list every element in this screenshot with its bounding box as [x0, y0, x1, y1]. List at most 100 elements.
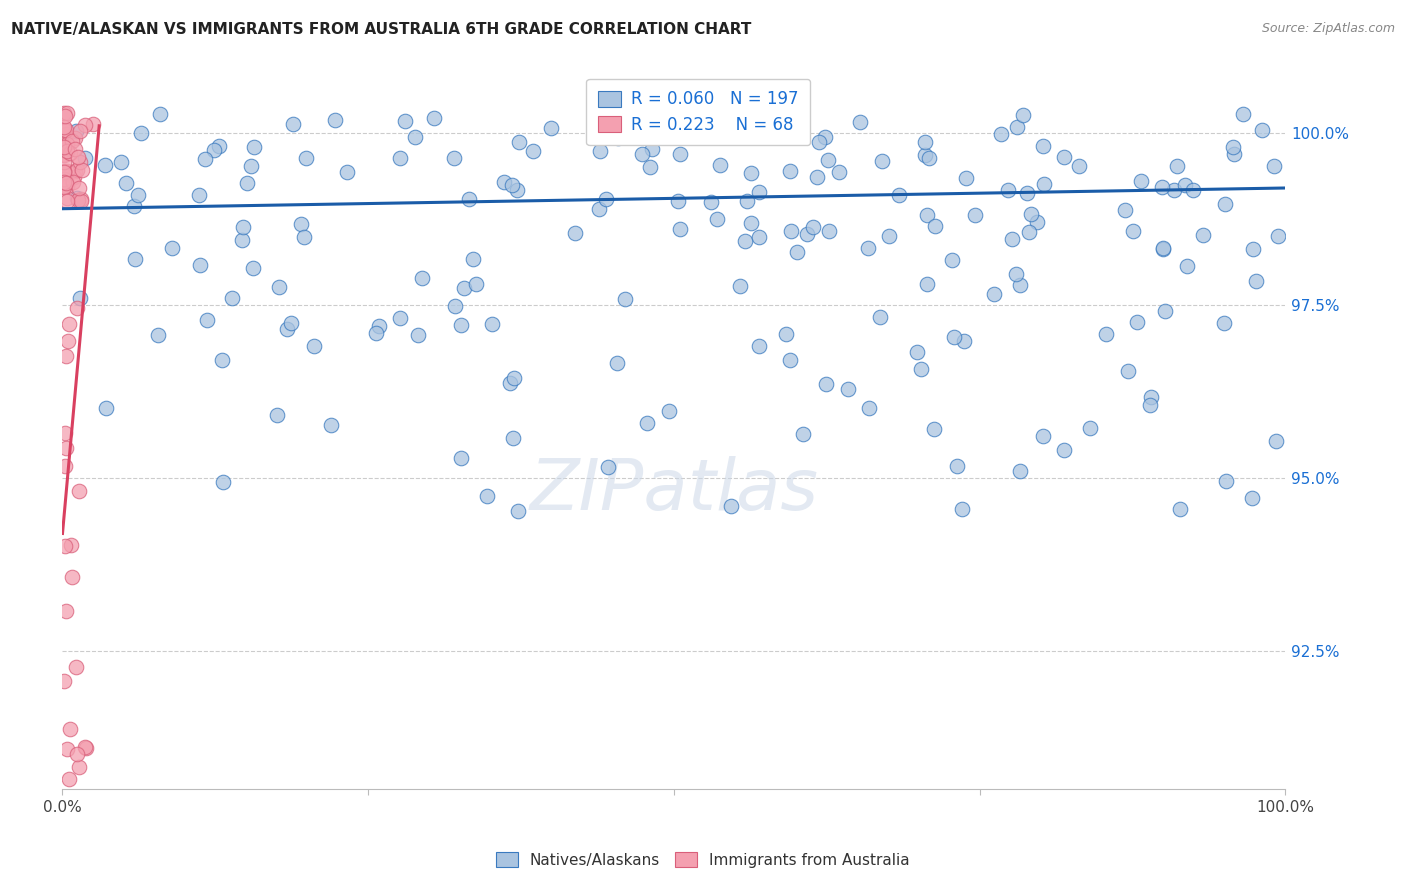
Point [924, 219, 946, 233]
Point [450, 318, 472, 332]
Point [1152, 180, 1174, 194]
Point [814, 129, 837, 144]
Point [589, 112, 612, 126]
Point [458, 193, 481, 207]
Text: ZIPatlas: ZIPatlas [530, 456, 818, 524]
Point [52, 140, 75, 154]
Point [877, 229, 900, 244]
Point [388, 151, 411, 165]
Point [945, 458, 967, 473]
Point [1152, 242, 1174, 256]
Point [127, 188, 149, 202]
Point [658, 404, 681, 418]
Point [124, 252, 146, 266]
Point [595, 193, 617, 207]
Point [849, 114, 872, 128]
Point [463, 252, 485, 267]
Point [202, 143, 225, 157]
Point [323, 113, 346, 128]
Point [1215, 474, 1237, 488]
Point [779, 163, 801, 178]
Point [905, 345, 928, 359]
Point [62, 170, 84, 185]
Point [52, 146, 75, 161]
Point [1153, 303, 1175, 318]
Point [481, 317, 503, 331]
Point [506, 183, 529, 197]
Point [187, 187, 209, 202]
Point [58, 772, 80, 786]
Point [779, 352, 801, 367]
Point [598, 459, 620, 474]
Point [302, 338, 325, 352]
Point [52, 165, 75, 179]
Point [231, 233, 253, 247]
Point [817, 153, 839, 168]
Point [748, 185, 770, 199]
Point [65, 123, 87, 137]
Point [606, 356, 628, 370]
Point [508, 135, 530, 149]
Point [1191, 227, 1213, 242]
Point [59, 145, 82, 160]
Point [1067, 159, 1090, 173]
Point [1005, 120, 1028, 134]
Point [63, 163, 86, 178]
Point [1240, 491, 1263, 505]
Point [236, 176, 259, 190]
Point [1246, 274, 1268, 288]
Point [52, 180, 75, 194]
Point [55, 194, 77, 208]
Point [239, 159, 262, 173]
Point [52, 143, 75, 157]
Point [1213, 316, 1236, 330]
Point [63, 131, 86, 145]
Point [1251, 123, 1274, 137]
Point [1181, 182, 1204, 196]
Point [477, 489, 499, 503]
Point [818, 224, 841, 238]
Point [59, 722, 82, 736]
Point [73, 739, 96, 754]
Point [52, 171, 75, 186]
Point [540, 120, 562, 135]
Point [450, 450, 472, 465]
Point [889, 187, 911, 202]
Point [1122, 224, 1144, 238]
Point [66, 163, 89, 178]
Point [67, 484, 90, 499]
Point [1175, 259, 1198, 273]
Point [53, 139, 76, 153]
Point [242, 261, 264, 276]
Point [55, 539, 77, 553]
Point [160, 241, 183, 255]
Point [267, 279, 290, 293]
Point [922, 421, 945, 435]
Point [1168, 502, 1191, 516]
Point [56, 334, 79, 348]
Point [1012, 107, 1035, 121]
Point [1166, 159, 1188, 173]
Point [641, 142, 664, 156]
Point [69, 155, 91, 169]
Point [281, 117, 304, 131]
Point [1232, 106, 1254, 120]
Point [73, 118, 96, 132]
Point [319, 418, 342, 433]
Point [67, 760, 90, 774]
Point [1263, 159, 1285, 173]
Point [801, 219, 824, 234]
Point [276, 322, 298, 336]
Point [65, 660, 87, 674]
Point [748, 117, 770, 131]
Point [55, 441, 77, 455]
Point [780, 224, 803, 238]
Point [221, 291, 243, 305]
Point [1140, 390, 1163, 404]
Point [53, 109, 76, 123]
Point [63, 142, 86, 156]
Point [66, 150, 89, 164]
Point [1116, 364, 1139, 378]
Point [295, 151, 318, 165]
Point [1241, 242, 1264, 256]
